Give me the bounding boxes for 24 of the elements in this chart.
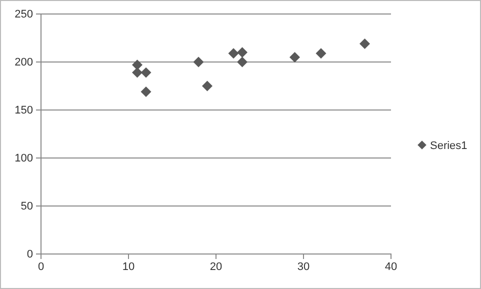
point (132, 60, 142, 70)
point (132, 67, 142, 78)
point (316, 48, 326, 59)
y-tick-label: 150 (14, 104, 33, 117)
y-tick-label: 200 (14, 56, 33, 69)
x-tick-label: 0 (38, 260, 44, 273)
point (193, 56, 204, 68)
point (237, 47, 248, 58)
legend-label: Series1 (430, 140, 468, 152)
point (140, 67, 152, 78)
y-tick-label: 0 (26, 248, 33, 261)
y-tick-label: 250 (14, 8, 33, 21)
y-tick-label: 50 (20, 200, 33, 213)
y-tick-label: 100 (14, 152, 33, 165)
point (202, 80, 212, 92)
point (140, 86, 152, 97)
x-tick-label: 40 (384, 260, 398, 273)
point (290, 52, 300, 62)
x-tick-label: 30 (297, 260, 310, 273)
x-tick-label: 20 (210, 260, 222, 273)
point (228, 48, 239, 59)
point (360, 38, 370, 49)
x-tick-label: 10 (122, 260, 135, 273)
point (237, 56, 248, 68)
